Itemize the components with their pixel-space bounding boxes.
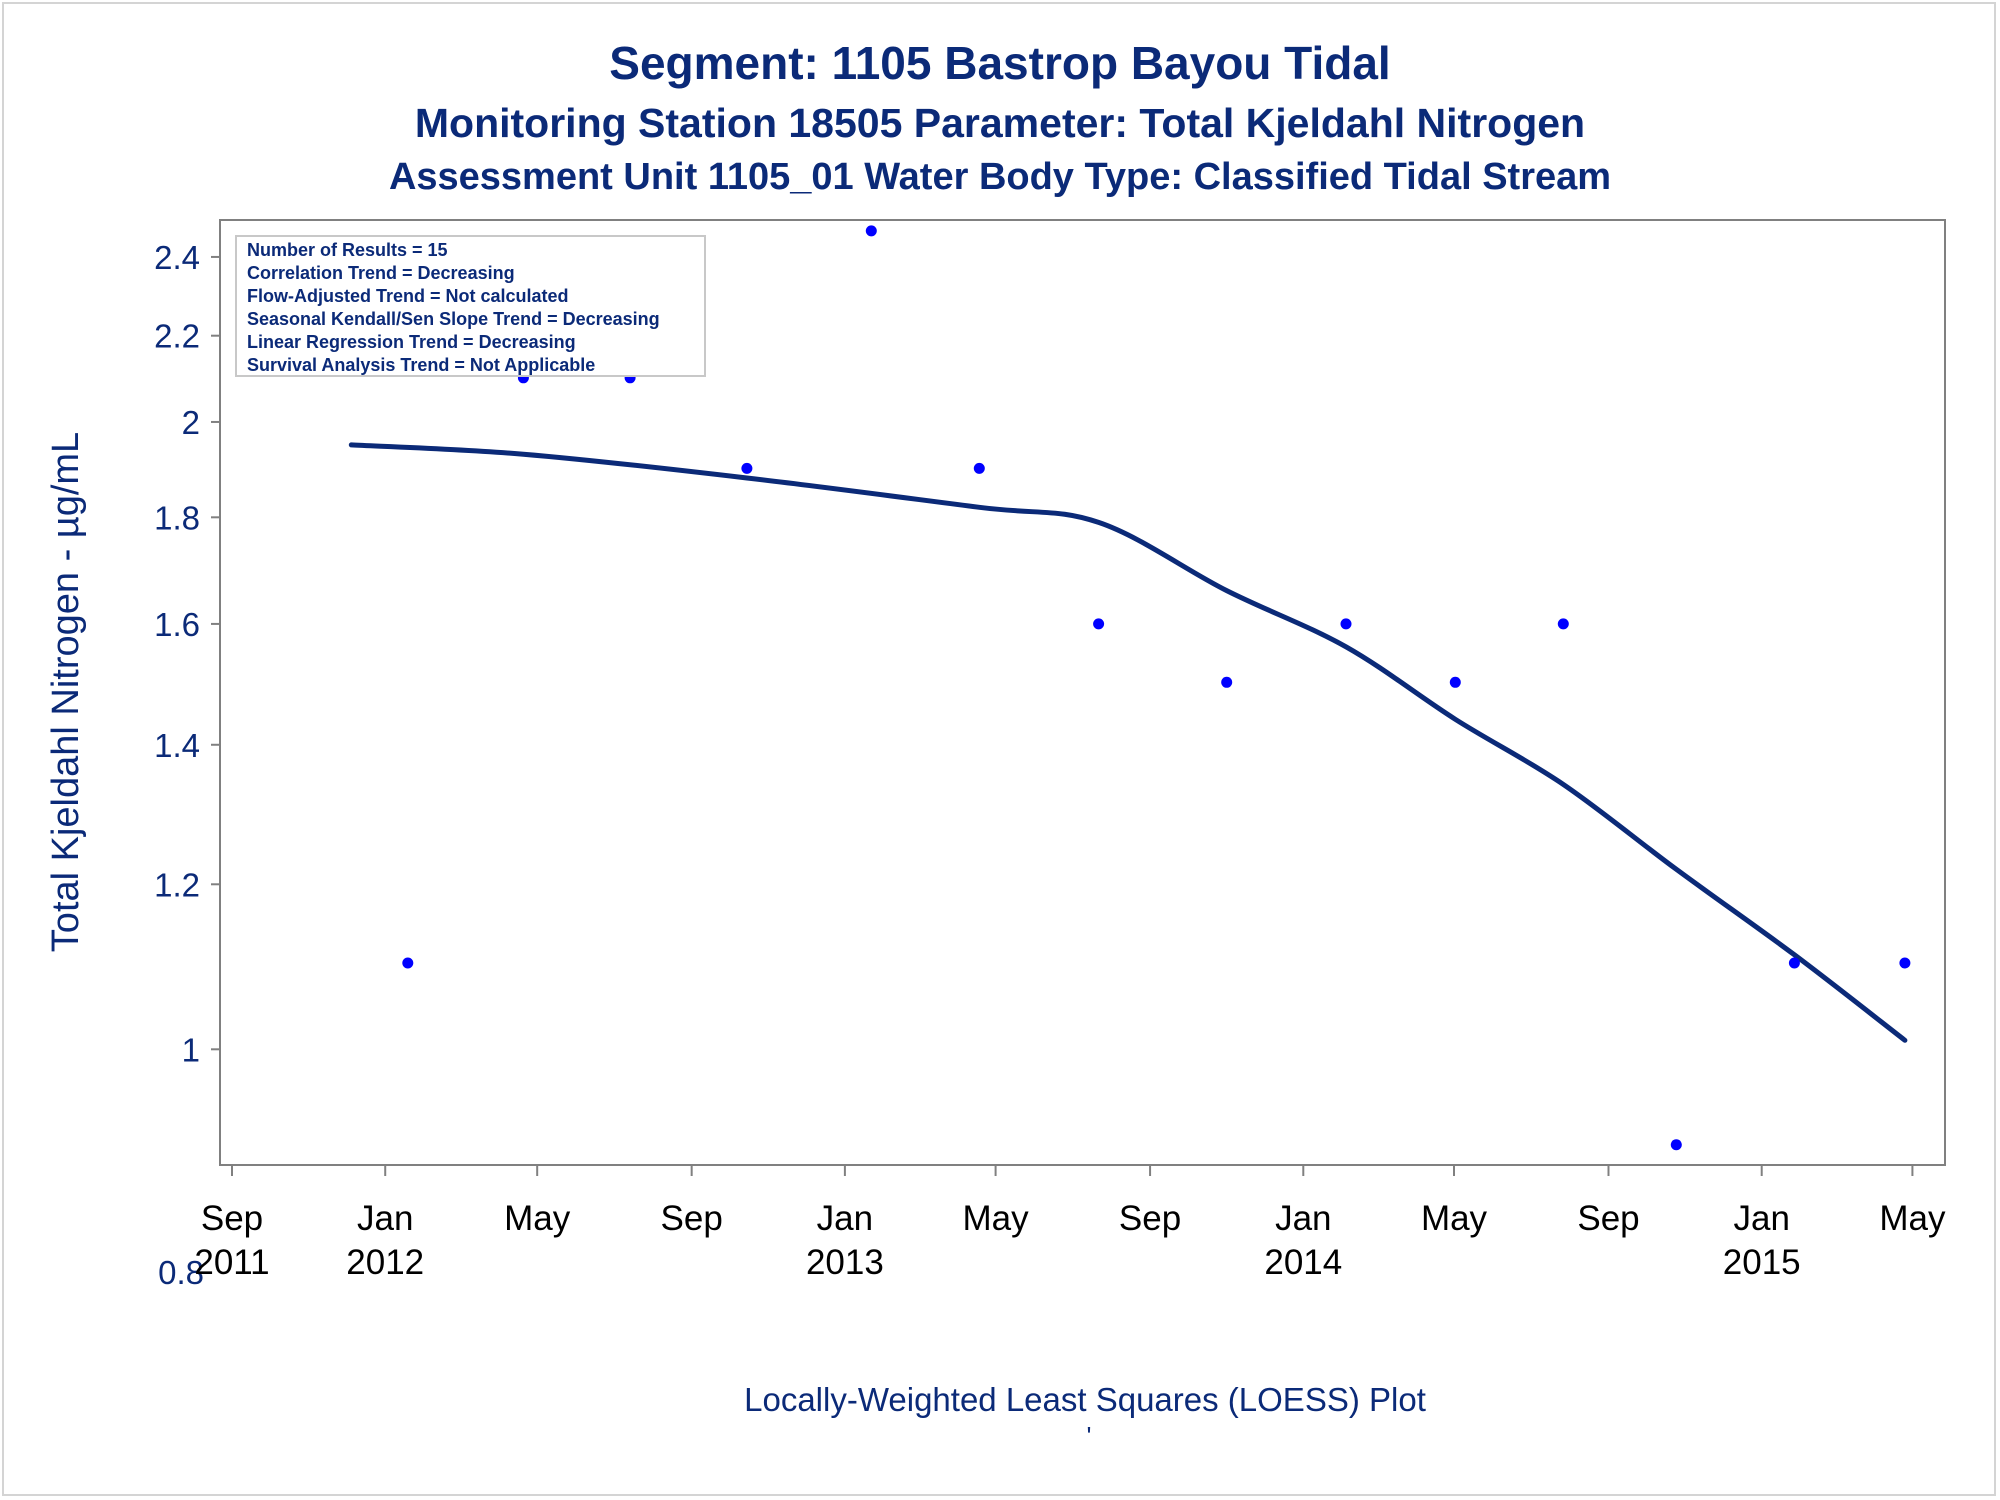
- data-point: [1899, 957, 1911, 969]
- y-tick-label: 1.8: [154, 499, 200, 536]
- y-tick-label: 1.6: [154, 606, 200, 643]
- y-tick-label: 1.4: [154, 727, 200, 764]
- stats-line-survival: Survival Analysis Trend = Not Applicable: [247, 355, 595, 375]
- stats-line-flow-adjusted: Flow-Adjusted Trend = Not calculated: [247, 286, 569, 306]
- chart-title: Segment: 1105 Bastrop Bayou Tidal: [609, 37, 1391, 89]
- y-tick-label: 0.8: [158, 1254, 204, 1291]
- x-tick-month-label: May: [1879, 1199, 1946, 1238]
- data-point: [1093, 618, 1105, 630]
- data-point: [402, 957, 414, 969]
- data-point: [1788, 957, 1800, 969]
- chart-subtitle-2: Assessment Unit 1105_01 Water Body Type:…: [388, 156, 1612, 198]
- x-tick-month-label: Jan: [1275, 1199, 1331, 1238]
- y-tick-label: 2: [182, 404, 200, 441]
- x-axis: Sep 2011 Jan 2012 May Sep Jan 2013 May Sep Jan 2014…: [194, 1164, 1946, 1282]
- data-point: [1670, 1139, 1682, 1151]
- y-tick-label: 2.2: [154, 318, 200, 355]
- x-tick-year-label: 2012: [346, 1243, 424, 1282]
- y-axis: 0.8 1 1.2 1.4 1.6 1.8 2 2.2 2.4: [154, 239, 220, 1291]
- data-point: [973, 462, 985, 474]
- x-tick-month-label: May: [1421, 1199, 1488, 1238]
- stats-line-linear-regression: Linear Regression Trend = Decreasing: [247, 332, 576, 352]
- stats-box-frame: [235, 235, 706, 377]
- x-tick-year-label: 2013: [806, 1243, 884, 1282]
- y-tick-label: 1.2: [154, 866, 200, 903]
- caption-mark: ': [1087, 1421, 1092, 1451]
- plot-caption: Locally-Weighted Least Squares (LOESS) P…: [744, 1381, 1426, 1418]
- x-tick-month-label: Jan: [357, 1199, 413, 1238]
- stats-line-results: Number of Results = 15: [247, 240, 448, 260]
- stats-box: Number of Results = 15 Correlation Trend…: [235, 235, 706, 377]
- data-point: [1221, 676, 1233, 688]
- x-tick-month-label: May: [504, 1199, 571, 1238]
- x-tick-year-label: 2011: [194, 1243, 269, 1282]
- x-tick-month-label: May: [963, 1199, 1030, 1238]
- data-point: [741, 462, 753, 474]
- y-tick-label: 2.4: [154, 239, 200, 276]
- stats-line-seasonal-kendall: Seasonal Kendall/Sen Slope Trend = Decre…: [247, 309, 660, 329]
- data-point: [865, 225, 877, 237]
- x-tick-year-label: 2014: [1264, 1243, 1342, 1282]
- points-layer: [345, 225, 1911, 1151]
- x-tick-month-label: Jan: [1733, 1199, 1789, 1238]
- loess-fit-line: [348, 442, 1908, 1043]
- x-tick-month-label: Sep: [1119, 1199, 1181, 1238]
- data-point: [1557, 618, 1569, 630]
- x-tick-month-label: Sep: [201, 1199, 263, 1238]
- x-tick-year-label: 2015: [1723, 1243, 1801, 1282]
- loess-layer: [348, 442, 1908, 1043]
- stats-line-correlation: Correlation Trend = Decreasing: [247, 263, 515, 283]
- x-tick-month-label: Sep: [661, 1199, 723, 1238]
- chart-subtitle: Monitoring Station 18505 Parameter: Tota…: [414, 100, 1586, 146]
- x-tick-month-label: Sep: [1577, 1199, 1639, 1238]
- data-point: [1449, 676, 1461, 688]
- x-tick-month-label: Jan: [817, 1199, 873, 1238]
- y-tick-label: 1: [182, 1031, 200, 1068]
- data-point: [1340, 618, 1352, 630]
- y-axis-label: Total Kjeldahl Nitrogen - µg/mL: [45, 432, 87, 952]
